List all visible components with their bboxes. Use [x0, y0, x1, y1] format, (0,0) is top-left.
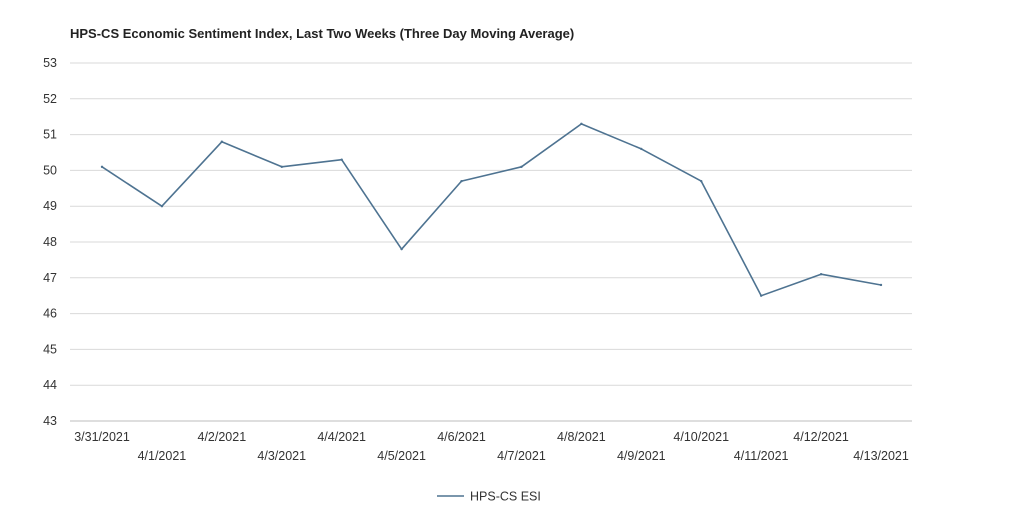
x-tick-label: 4/13/2021 [853, 449, 909, 463]
data-point [700, 179, 703, 183]
y-tick-label: 50 [43, 163, 57, 177]
y-tick-label: 46 [43, 307, 57, 321]
y-tick-label: 51 [43, 128, 57, 142]
x-tick-label: 4/12/2021 [793, 430, 849, 444]
data-point [640, 147, 643, 151]
data-point [340, 158, 343, 161]
data-point [460, 179, 463, 183]
data-point [160, 205, 164, 208]
x-tick-label: 4/6/2021 [437, 430, 486, 444]
y-tick-label: 52 [43, 92, 57, 106]
y-tick-label: 44 [43, 378, 57, 392]
data-point [280, 165, 283, 169]
x-tick-label: 4/10/2021 [673, 430, 729, 444]
y-tick-label: 47 [43, 271, 57, 285]
data-point [879, 283, 883, 287]
x-tick-label: 4/9/2021 [617, 449, 666, 463]
series-line [101, 123, 882, 297]
data-point [819, 273, 823, 276]
data-point [759, 294, 763, 297]
legend: HPS-CS ESI [437, 490, 541, 504]
y-tick-label: 49 [43, 199, 57, 213]
data-point [520, 165, 523, 169]
data-point [220, 140, 224, 143]
legend-label: HPS-CS ESI [470, 490, 541, 504]
series-group [100, 122, 883, 297]
x-tick-label: 4/11/2021 [734, 449, 789, 463]
y-tick-label: 43 [43, 414, 57, 428]
chart-title: HPS-CS Economic Sentiment Index, Last Tw… [70, 26, 574, 41]
x-tick-label: 4/1/2021 [138, 449, 187, 463]
x-tick-label: 3/31/2021 [74, 430, 130, 444]
gridlines [70, 62, 912, 422]
y-tick-label: 45 [43, 342, 57, 356]
x-tick-label: 4/2/2021 [198, 430, 247, 444]
x-tick-label: 4/5/2021 [377, 449, 426, 463]
y-tick-label: 53 [43, 56, 57, 70]
data-point [100, 165, 104, 169]
x-tick-label: 4/3/2021 [257, 449, 306, 463]
y-tick-label: 48 [43, 235, 57, 249]
data-point [400, 247, 403, 251]
y-axis-ticks: 43 44 45 46 47 48 49 50 51 52 53 [43, 56, 57, 428]
x-tick-label: 4/4/2021 [317, 430, 366, 444]
x-axis-ticks: 3/31/2021 4/1/2021 4/2/2021 4/3/2021 4/4/202… [74, 430, 909, 463]
x-tick-label: 4/7/2021 [497, 449, 546, 463]
x-tick-label: 4/8/2021 [557, 430, 606, 444]
data-point [580, 122, 583, 126]
